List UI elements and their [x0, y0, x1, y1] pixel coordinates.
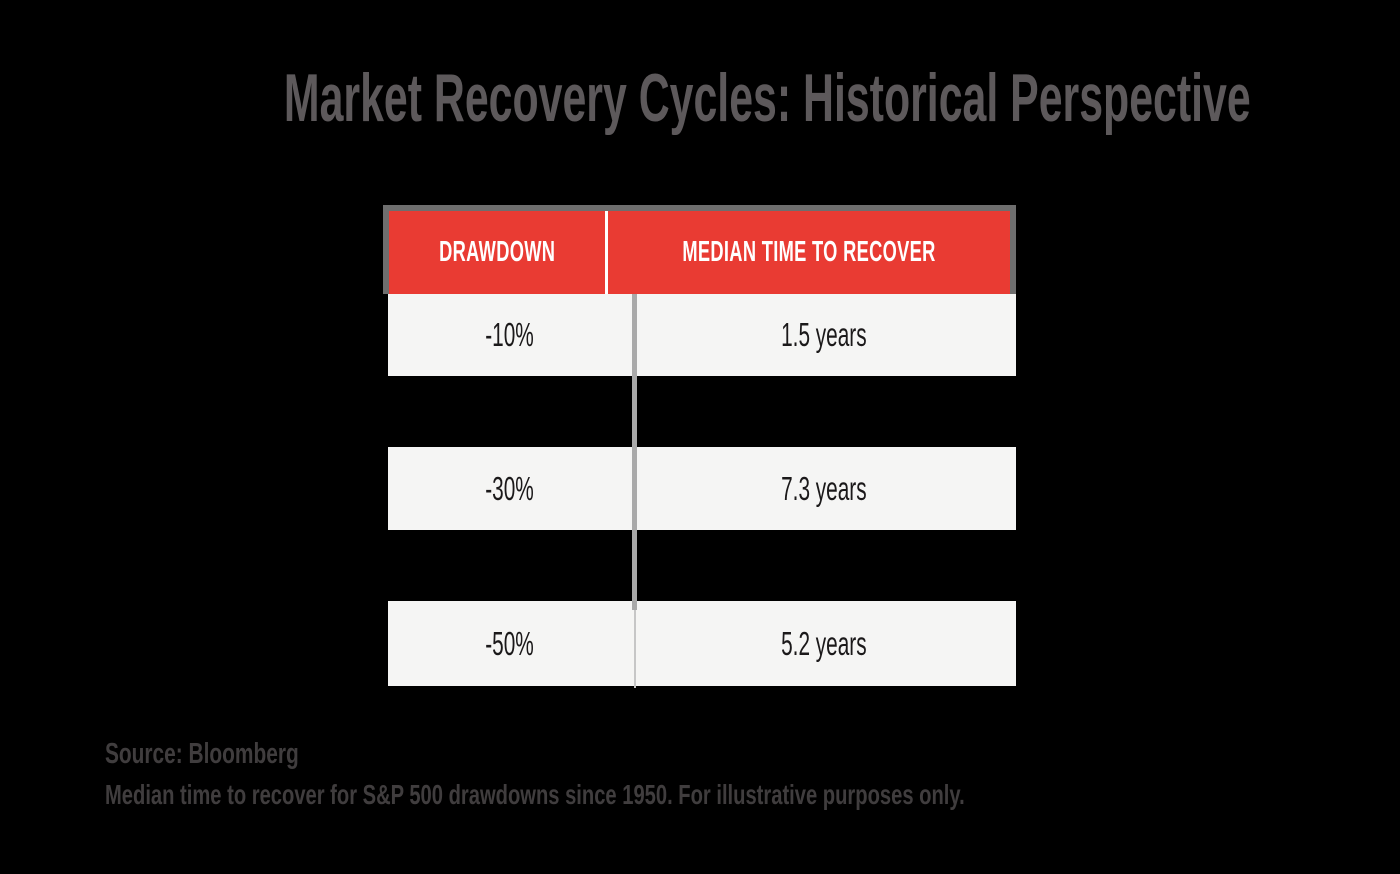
- drawdown-value: -50%: [485, 624, 535, 662]
- source-note: Source: Bloomberg Median time to recover…: [105, 736, 1299, 812]
- drawdown-cell: -50%: [388, 601, 632, 686]
- page-title: Market Recovery Cycles: Historical Persp…: [0, 58, 1400, 140]
- recovery-value: 7.3 years: [781, 469, 867, 507]
- column-header-drawdown: DRAWDOWN: [389, 211, 605, 294]
- source-line: Source: Bloomberg: [105, 736, 1299, 772]
- table-row: -10% 1.5 years: [388, 294, 1016, 376]
- recovery-cell: 7.3 years: [632, 447, 1016, 530]
- drawdown-cell: -10%: [388, 294, 632, 376]
- drawdown-value: -10%: [485, 316, 535, 353]
- column-divider-line-thin: [634, 610, 636, 688]
- recovery-cell: 1.5 years: [632, 294, 1016, 376]
- column-header-median-time: MEDIAN TIME TO RECOVER: [605, 211, 1010, 294]
- page-title-text: Market Recovery Cycles: Historical Persp…: [283, 60, 1251, 136]
- drawdown-value: -30%: [485, 469, 535, 507]
- source-line-text: Source: Bloomberg: [105, 738, 299, 770]
- recovery-table: DRAWDOWN MEDIAN TIME TO RECOVER -10% 1.5…: [383, 205, 1016, 691]
- drawdown-cell: -30%: [388, 447, 632, 530]
- recovery-value: 1.5 years: [781, 316, 867, 353]
- column-divider-line: [632, 294, 637, 610]
- table-row: -30% 7.3 years: [388, 447, 1016, 530]
- column-header-median-time-label: MEDIAN TIME TO RECOVER: [682, 236, 936, 268]
- disclaimer-line-text: Median time to recover for S&P 500 drawd…: [105, 779, 965, 810]
- table-header: DRAWDOWN MEDIAN TIME TO RECOVER: [383, 205, 1016, 294]
- recovery-value: 5.2 years: [781, 624, 867, 662]
- disclaimer-line: Median time to recover for S&P 500 drawd…: [105, 778, 1299, 812]
- table-row: -50% 5.2 years: [388, 601, 1016, 686]
- column-header-drawdown-label: DRAWDOWN: [438, 236, 556, 268]
- recovery-cell: 5.2 years: [632, 601, 1016, 686]
